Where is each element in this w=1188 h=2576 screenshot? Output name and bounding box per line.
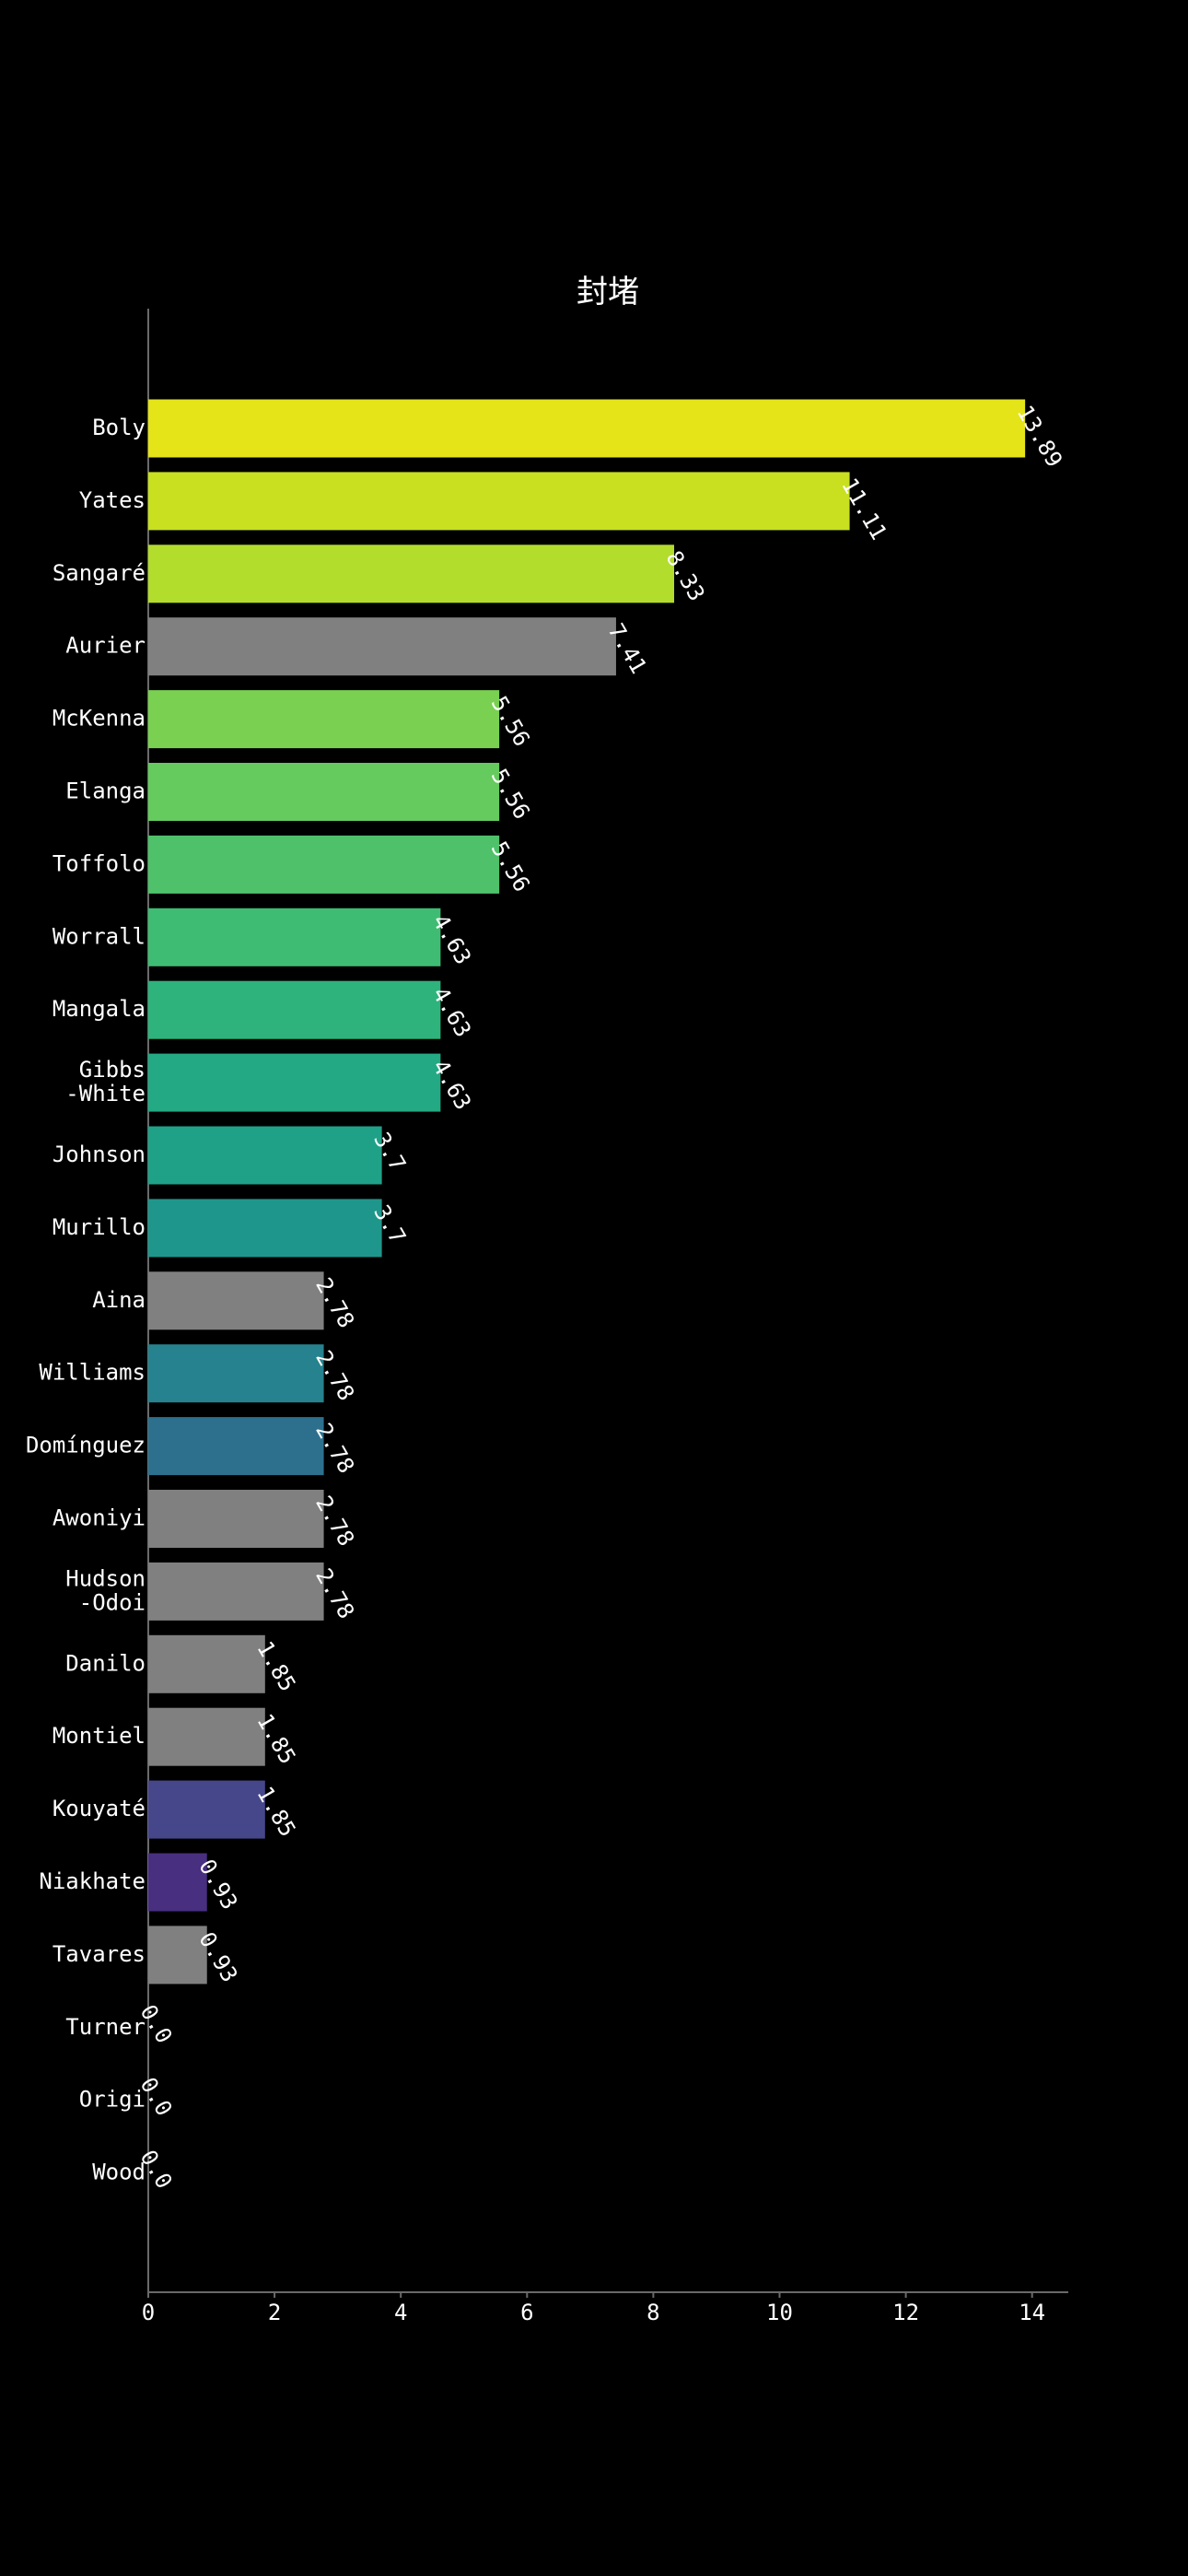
x-tick-label: 10 [766, 2300, 793, 2325]
bar [148, 544, 675, 603]
bar [148, 1417, 324, 1476]
category-label: Turner [65, 2014, 146, 2040]
chart-title: 封堵 [577, 274, 639, 310]
bar [148, 763, 500, 821]
bar [148, 1490, 324, 1548]
category-label: Origi [79, 2087, 146, 2113]
bar [148, 1344, 324, 1403]
category-label: Gibbs -White [65, 1057, 146, 1107]
x-tick-label: 2 [268, 2300, 281, 2325]
bar [148, 690, 500, 749]
category-label: Boly [92, 415, 146, 440]
bar [148, 1780, 265, 1839]
bar [148, 1126, 382, 1185]
category-label: Niakhate [39, 1868, 146, 1894]
bar [148, 835, 500, 894]
category-label: Sangaré [52, 560, 146, 586]
bar [148, 1199, 382, 1258]
category-label: Worrall [52, 923, 146, 949]
category-label: Kouyaté [52, 1796, 146, 1821]
bar [148, 907, 441, 966]
category-label: Aurier [65, 633, 146, 659]
bar [148, 980, 441, 1039]
category-label: Yates [79, 487, 146, 513]
x-tick-label: 8 [646, 2300, 659, 2325]
x-tick-label: 6 [520, 2300, 533, 2325]
category-label: Murillo [52, 1214, 146, 1240]
bar [148, 399, 1026, 458]
bar [148, 1926, 207, 1985]
bar [148, 1707, 265, 1766]
bar [148, 1853, 207, 1912]
x-tick-label: 14 [1019, 2300, 1045, 2325]
category-label: Johnson [52, 1142, 146, 1167]
category-label: McKenna [52, 706, 146, 732]
bars-group [148, 399, 1026, 1985]
category-label: Danilo [65, 1650, 146, 1676]
x-tick-label: 12 [892, 2300, 919, 2325]
category-label: Hudson -Odoi [65, 1565, 146, 1615]
category-label: Montiel [52, 1723, 146, 1749]
category-label: Wood [92, 2160, 146, 2185]
category-label: Domínguez [26, 1433, 146, 1458]
bar [148, 1053, 441, 1112]
category-label: Williams [39, 1360, 146, 1386]
bar [148, 1634, 265, 1693]
x-axis-ticks-group: 0 2 4 6 8 10 12 14 [142, 2292, 1045, 2325]
category-label: Toffolo [52, 850, 146, 876]
category-label: Awoniyi [52, 1505, 146, 1531]
bar [148, 1562, 324, 1621]
bar [148, 1271, 324, 1330]
category-label: Tavares [52, 1941, 146, 1967]
bar [148, 472, 850, 531]
category-labels-group: Boly Yates Sangaré Aurier McKenna Elanga Toffo… [26, 415, 146, 2185]
bar [148, 617, 616, 676]
category-label: Aina [92, 1287, 146, 1313]
category-label: Mangala [52, 996, 146, 1022]
x-tick-label: 4 [394, 2300, 407, 2325]
x-tick-label: 0 [142, 2300, 155, 2325]
category-label: Elanga [65, 779, 146, 804]
